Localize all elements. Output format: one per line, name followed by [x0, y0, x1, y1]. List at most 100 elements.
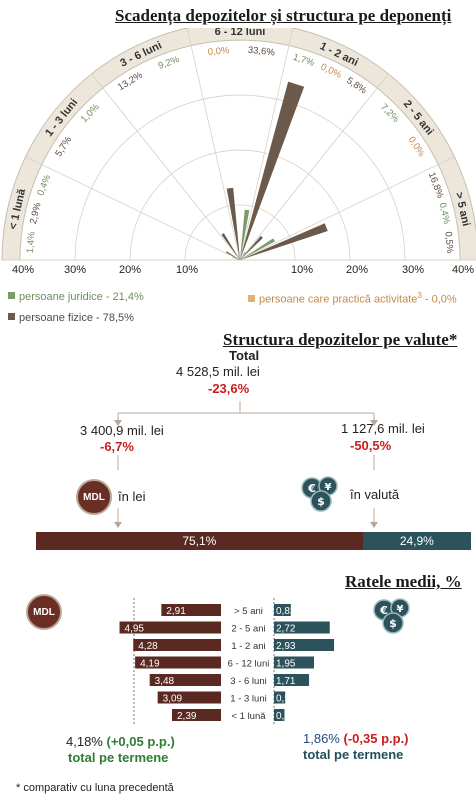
val-total-change: (-0,35 p.p.): [343, 731, 409, 746]
foreign-currency-icon-rates: € ¥ $: [373, 598, 410, 634]
tick-right-40: 40%: [452, 264, 475, 276]
rate-bar-valuta: [274, 709, 285, 721]
legend-tail-activitate: - 0,0%: [421, 293, 457, 306]
val-total-rate: 1,86% (-0,35 p.p.): [303, 731, 409, 746]
tick-right-30: 30%: [402, 264, 425, 276]
lei-total-value: 4,18%: [66, 734, 103, 749]
rate-label-lei: 2,91: [166, 606, 186, 617]
rate-category-label: 3 - 6 luni: [230, 676, 266, 687]
val-total-caption-text: total pe termene: [303, 747, 404, 762]
mdl-coin-icon: MDL: [76, 479, 112, 515]
lei-total-rate: 4,18% (+0,05 p.p.): [66, 734, 175, 749]
rate-bar-lei: [135, 656, 221, 669]
rate-bar-valuta: [274, 691, 286, 704]
svg-text:¥: ¥: [397, 604, 404, 615]
legend-juridice: persoane juridice - 21,4%: [8, 291, 144, 303]
rate-bar-valuta: [274, 639, 335, 651]
radial-value-label: 0,5%: [442, 231, 455, 254]
rate-bar-lei: [172, 709, 221, 721]
svg-text:$: $: [389, 617, 397, 630]
radial-bar-2-2: [221, 233, 240, 260]
radial-bar-2-1: [225, 251, 240, 260]
rate-category-label: 1 - 2 ani: [231, 641, 265, 652]
tick-left-40: 40%: [12, 264, 35, 276]
svg-text:€: €: [379, 604, 388, 617]
rate-label-valuta: 0,51: [276, 711, 296, 722]
rate-bar-lei: [119, 621, 221, 634]
rate-label-valuta: 1,71: [276, 676, 296, 687]
lei-total-caption: total pe termene: [68, 750, 169, 765]
valuta-change: -50,5%: [350, 438, 392, 453]
rate-bar-lei: [161, 604, 221, 616]
legend-swatch-activitate: [248, 294, 255, 302]
svg-text:€: €: [307, 482, 316, 495]
svg-text:¥: ¥: [325, 482, 332, 493]
rate-bar-lei: [149, 674, 221, 686]
radial-chart-title: Scadența depozitelor și structura pe dep…: [115, 6, 452, 25]
tick-right-20: 20%: [346, 264, 369, 276]
lei-change: -6,7%: [100, 439, 134, 454]
currency-share-bar: 75,1% 24,9%: [36, 532, 471, 550]
radial-bar-2-4: [240, 81, 305, 260]
rate-category-label: < 1 lună: [231, 711, 266, 722]
radial-grid-arc: [129, 149, 351, 261]
val-total-caption: total pe termene: [303, 747, 403, 762]
total-label: Total: [229, 348, 260, 363]
rate-label-lei: 4,19: [140, 659, 160, 670]
foreign-currency-icon: € ¥ $: [301, 476, 338, 512]
rate-bar-lei: [133, 639, 221, 651]
tick-left-10: 10%: [176, 264, 199, 276]
radial-value-label: 2,9%: [28, 201, 44, 225]
rate-label-valuta: 0,82: [276, 606, 296, 617]
radial-sector-divider: [239, 28, 294, 261]
rate-label-valuta: 2,72: [276, 624, 296, 635]
radial-value-label: 33,6%: [247, 45, 275, 59]
val-total-value: 1,86%: [303, 731, 340, 746]
radial-sector-divider: [91, 73, 241, 261]
radial-bar-2-5: [240, 235, 263, 260]
split-arrows: [114, 401, 378, 528]
rate-bar-valuta: [274, 621, 330, 634]
total-change: -23,6%: [208, 381, 250, 396]
svg-text:$: $: [317, 495, 325, 508]
tick-right-10: 10%: [291, 264, 314, 276]
rate-label-lei: 3,48: [155, 676, 175, 687]
lei-value: 3 400,9 mil. lei: [80, 423, 164, 438]
rate-label-lei: 3,09: [163, 694, 183, 705]
legend-sup-activitate: 3: [417, 291, 422, 300]
radial-bar-0-3: [240, 209, 250, 260]
tick-left-20: 20%: [119, 264, 142, 276]
rate-category-label: 2 - 5 ani: [231, 624, 265, 635]
rates-chart: 2,91 0,82 > 5 ani 4,95 2,72 2 - 5 ani 4,28 2,93…: [119, 598, 335, 724]
lei-total-change: (+0,05 p.p.): [106, 734, 175, 749]
radial-bar-2-3: [226, 187, 240, 260]
legend-activitate: persoane care practică activitate3 - 0,0…: [248, 291, 457, 306]
rate-label-valuta: 1,95: [276, 659, 296, 670]
legend-label-fizice: persoane fizice - 78,5%: [19, 312, 134, 324]
rate-label-lei: 2,39: [177, 711, 197, 722]
radial-sector-divider: [239, 156, 455, 261]
rate-bar-valuta: [274, 674, 310, 686]
radial-grid-arc: [74, 94, 406, 261]
rate-label-valuta: 0,55: [276, 694, 296, 705]
rate-category-label: 6 - 12 luni: [228, 659, 270, 670]
valuta-caption: în valută: [350, 487, 400, 502]
radial-value-label: 0,0%: [207, 45, 230, 58]
radial-sector-divider: [239, 73, 389, 261]
legend-swatch-fizice: [8, 313, 15, 320]
share-label-lei: 75,1%: [182, 534, 217, 548]
radial-bar-0-0: [232, 256, 240, 260]
radial-ring-band: [1, 28, 476, 261]
share-bar-lei: 75,1%: [36, 532, 363, 550]
legend-swatch-juridice: [8, 292, 15, 299]
radial-value-label: 0,4%: [436, 202, 452, 226]
legend-label-activitate: persoane care practică activitate: [259, 293, 418, 306]
radial-sector-divider: [186, 28, 241, 261]
valuta-value: 1 127,6 mil. lei: [341, 421, 425, 436]
footnote: * comparativ cu luna precedentă: [16, 782, 174, 794]
rate-bar-lei: [157, 691, 221, 704]
radial-bar-0-2: [238, 254, 240, 260]
rate-category-label: > 5 ani: [234, 606, 263, 617]
legend-fizice: persoane fizice - 78,5%: [8, 312, 134, 324]
